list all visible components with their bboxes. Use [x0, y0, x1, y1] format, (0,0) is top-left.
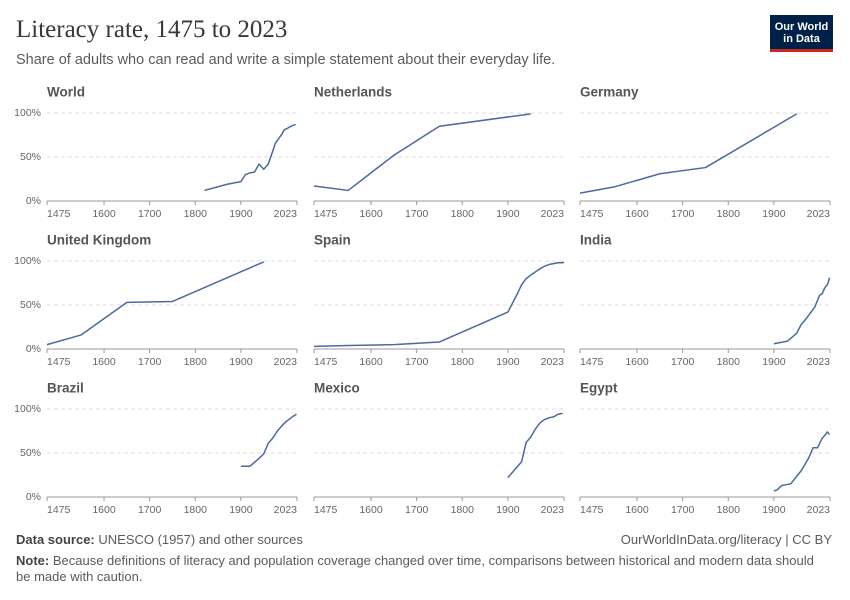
x-tick-label: 1700	[405, 356, 429, 368]
panel-title: Netherlands	[314, 85, 392, 100]
x-tick-label: 2023	[541, 504, 565, 516]
credit[interactable]: OurWorldInData.org/literacy | CC BY	[620, 532, 832, 547]
logo[interactable]: Our World in Data	[770, 15, 833, 52]
x-tick-label: 1600	[92, 356, 116, 368]
x-tick-label: 1800	[451, 208, 475, 220]
line	[313, 261, 565, 348]
x-tick-label: 2023	[541, 208, 565, 220]
x-tick-label: 1800	[451, 356, 475, 368]
x-tick-label: 1600	[92, 504, 116, 516]
x-tick-label: 1600	[359, 208, 383, 220]
x-tick-label: 1700	[138, 504, 162, 516]
line	[773, 431, 831, 492]
panel-title: Egypt	[580, 381, 618, 396]
panel-title: Brazil	[47, 381, 84, 396]
x-tick-label: 1800	[184, 208, 208, 220]
x-tick-label: 2023	[274, 504, 298, 516]
line	[579, 113, 798, 194]
line	[507, 412, 563, 479]
note: Note: Because definitions of literacy an…	[16, 553, 831, 585]
x-tick-label: 1700	[671, 356, 695, 368]
x-tick-label: 2023	[274, 208, 298, 220]
line	[313, 113, 531, 192]
x-tick-label: 1475	[47, 208, 71, 220]
x-tick-label: 1600	[625, 504, 649, 516]
x-tick-label: 1475	[580, 356, 604, 368]
x-tick-label: 1900	[762, 504, 786, 516]
panel-title: United Kingdom	[47, 233, 151, 248]
panel-title: Germany	[580, 85, 639, 100]
x-tick-label: 1600	[625, 356, 649, 368]
x-tick-label: 1800	[184, 356, 208, 368]
x-tick-label: 1600	[359, 356, 383, 368]
line	[240, 413, 297, 467]
source: Data source: UNESCO (1957) and other sou…	[16, 532, 303, 547]
x-tick-label: 1800	[717, 208, 741, 220]
panel-title: Spain	[314, 233, 351, 248]
x-tick-label: 1900	[229, 208, 253, 220]
source-text: UNESCO (1957) and other sources	[98, 532, 303, 547]
y-tick-label: 100%	[14, 403, 41, 415]
y-tick-label: 0%	[26, 195, 41, 207]
x-tick-label: 1900	[496, 504, 520, 516]
x-tick-label: 1900	[762, 356, 786, 368]
y-tick-label: 100%	[14, 255, 41, 267]
line	[773, 277, 831, 345]
note-text: Because definitions of literacy and popu…	[16, 553, 814, 584]
x-tick-label: 2023	[807, 208, 831, 220]
x-tick-label: 1900	[496, 356, 520, 368]
subtitle: Share of adults who can read and write a…	[16, 52, 556, 68]
panel-title: Mexico	[314, 381, 360, 396]
x-tick-label: 2023	[541, 356, 565, 368]
x-tick-label: 1475	[47, 356, 71, 368]
x-tick-label: 2023	[274, 356, 298, 368]
x-tick-label: 1700	[138, 356, 162, 368]
x-tick-label: 1900	[229, 504, 253, 516]
source-label: Data source:	[16, 532, 95, 547]
x-tick-label: 1800	[184, 504, 208, 516]
title: Literacy rate, 1475 to 2023	[16, 16, 288, 43]
x-tick-label: 1700	[138, 208, 162, 220]
x-tick-label: 1900	[762, 208, 786, 220]
x-tick-label: 1600	[359, 504, 383, 516]
x-tick-label: 2023	[807, 356, 831, 368]
y-tick-label: 50%	[20, 299, 41, 311]
x-tick-label: 1475	[314, 208, 338, 220]
x-tick-label: 1475	[580, 504, 604, 516]
y-tick-label: 50%	[20, 447, 41, 459]
x-tick-label: 2023	[807, 504, 831, 516]
x-tick-label: 1800	[451, 504, 475, 516]
y-tick-label: 0%	[26, 491, 41, 503]
x-tick-label: 1475	[314, 356, 338, 368]
x-tick-label: 1900	[496, 208, 520, 220]
x-tick-label: 1600	[92, 208, 116, 220]
panel-title: India	[580, 233, 612, 248]
y-tick-label: 100%	[14, 107, 41, 119]
x-tick-label: 1800	[717, 356, 741, 368]
x-tick-label: 1900	[229, 356, 253, 368]
y-tick-label: 50%	[20, 151, 41, 163]
note-label: Note:	[16, 553, 50, 568]
x-tick-label: 1700	[405, 504, 429, 516]
panel-title: World	[47, 85, 85, 100]
x-tick-label: 1475	[314, 504, 338, 516]
x-tick-label: 1475	[47, 504, 71, 516]
x-tick-label: 1600	[625, 208, 649, 220]
y-tick-label: 0%	[26, 343, 41, 355]
x-tick-label: 1800	[717, 504, 741, 516]
x-tick-label: 1700	[405, 208, 429, 220]
line	[46, 261, 264, 346]
x-tick-label: 1475	[580, 208, 604, 220]
line	[204, 123, 296, 192]
x-tick-label: 1700	[671, 504, 695, 516]
x-tick-label: 1700	[671, 208, 695, 220]
